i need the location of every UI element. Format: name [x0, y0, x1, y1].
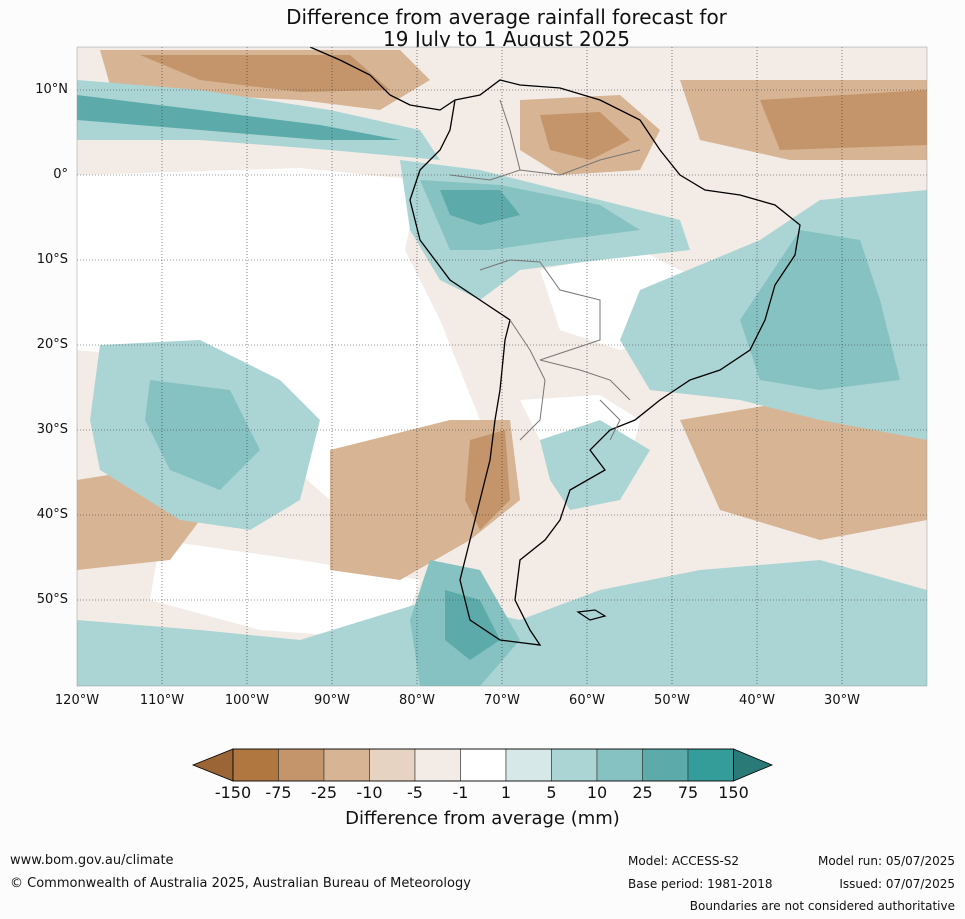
wet-anomaly-itcz-core — [77, 95, 400, 140]
lon-label-60w: 60°W — [569, 693, 605, 708]
dry-anomaly-caribbean-core — [140, 55, 390, 92]
lon-label-40w: 40°W — [739, 693, 775, 708]
lon-label-70w: 70°W — [484, 693, 520, 708]
central-america-coastline — [309, 47, 456, 111]
base-period-text: Base period: 1981-2018 — [628, 877, 773, 891]
lat-label-40s: 40°S — [36, 507, 68, 522]
lat-label-10n: 10°N — [35, 82, 68, 97]
colorbar-title: Difference from average (mm) — [345, 808, 620, 829]
colorbar-tick-label: -10 — [356, 783, 383, 802]
colorbar-tick-label: 25 — [632, 783, 653, 802]
colorbar-tick-label: 150 — [718, 783, 749, 802]
website-link[interactable]: www.bom.gov.au/climate — [10, 853, 174, 868]
lat-label-30s: 30°S — [36, 422, 68, 437]
model-run-text: Model run: 05/07/2025 — [817, 854, 955, 868]
lat-label-0: 0° — [53, 167, 68, 182]
lon-label-110w: 110°W — [139, 693, 185, 708]
lat-label-50s: 50°S — [36, 592, 68, 607]
lat-label-20s: 20°S — [36, 337, 68, 352]
lon-label-90w: 90°W — [314, 693, 350, 708]
colorbar-tick-label: 5 — [546, 783, 557, 802]
wet-anomaly-east-atlantic-core — [740, 230, 900, 390]
dry-anomaly-south-atlantic — [680, 400, 927, 540]
dry-anomaly-venezuela-core — [540, 112, 630, 160]
issued-text: Issued: 07/07/2025 — [839, 877, 955, 891]
map-frame — [76, 46, 928, 687]
lon-label-80w: 80°W — [399, 693, 435, 708]
wet-anomaly-patagonia-core — [445, 590, 500, 660]
country-borders — [449, 99, 641, 441]
map-gridlines — [77, 47, 927, 686]
colorbar-tick-label: -75 — [265, 783, 292, 802]
disclaimer-text: Boundaries are not considered authoritat… — [689, 899, 955, 913]
dry-anomaly-north-atlantic-core — [760, 90, 927, 150]
map-title-line1: Difference from average rainfall forecas… — [286, 5, 727, 29]
lat-label-10s: 10°S — [36, 252, 68, 267]
wet-anomaly-east-pacific-core — [145, 380, 260, 490]
lon-label-100w: 100°W — [224, 693, 270, 708]
colorbar-tick-label: -1 — [452, 783, 469, 802]
colorbar-tick-label: 10 — [586, 783, 608, 802]
copyright-text: © Commonwealth of Australia 2025, Austra… — [10, 876, 471, 891]
colorbar-tick-label: -150 — [214, 783, 252, 802]
model-text: Model: ACCESS-S2 — [628, 854, 740, 868]
colorbar-tick-label: 75 — [677, 783, 699, 802]
map-title-line2: 19 July to 1 August 2025 — [383, 27, 630, 51]
wet-anomaly-amazon-peak — [440, 190, 520, 225]
dry-anomaly-chile-core — [465, 430, 510, 530]
neutral-zone-pacific — [77, 168, 480, 520]
wet-anomaly-uruguay — [540, 420, 650, 510]
colorbar-tick-label: 1 — [500, 783, 512, 802]
lon-label-50w: 50°W — [654, 693, 690, 708]
lon-label-120w: 120°W — [54, 693, 100, 708]
lon-label-30w: 30°W — [824, 693, 860, 708]
falkland-islands — [576, 609, 607, 621]
neutral-zone-south-pacific — [150, 540, 420, 640]
colorbar-tick-label: -25 — [310, 783, 338, 802]
colorbar-tick-label: -5 — [407, 783, 423, 802]
